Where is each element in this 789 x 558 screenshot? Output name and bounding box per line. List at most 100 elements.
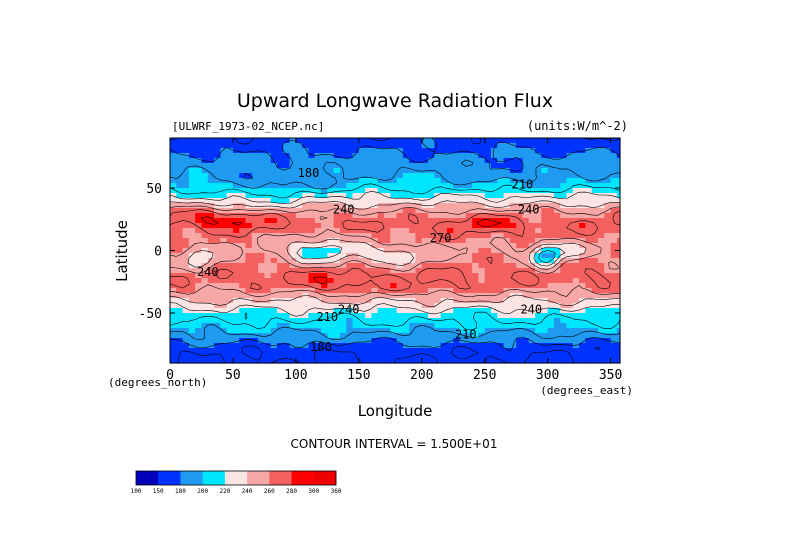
heatmap-cell (283, 278, 291, 284)
heatmap-cell (604, 253, 612, 259)
heatmap-cell (572, 158, 580, 164)
heatmap-cell (289, 308, 297, 314)
heatmap-cell (270, 253, 278, 259)
heatmap-cell (283, 183, 291, 189)
heatmap-cell (415, 148, 423, 154)
heatmap-cell (182, 158, 190, 164)
heatmap-cell (553, 268, 561, 274)
heatmap-cell (585, 213, 593, 219)
heatmap-cell (541, 318, 549, 324)
heatmap-cell (528, 148, 536, 154)
heatmap-cell (214, 278, 221, 284)
heatmap-cell (490, 173, 498, 179)
heatmap-cell (327, 158, 335, 164)
heatmap-cell (415, 163, 423, 169)
heatmap-cell (440, 158, 448, 164)
heatmap-cell (516, 158, 524, 164)
heatmap-cell (604, 213, 612, 219)
heatmap-cell (176, 168, 184, 174)
heatmap-cell (428, 333, 435, 339)
heatmap-cell (371, 278, 379, 284)
heatmap-cell (402, 248, 410, 254)
heatmap-cell (597, 288, 605, 294)
heatmap-cell (352, 173, 360, 179)
heatmap-cell (528, 338, 536, 344)
heatmap-cell (566, 228, 574, 234)
heatmap-cell (371, 213, 379, 219)
heatmap-cell (239, 153, 247, 159)
heatmap-cell (327, 358, 335, 364)
heatmap-cell (339, 318, 347, 324)
heatmap-cell (270, 233, 278, 239)
heatmap-cell (553, 143, 561, 149)
heatmap-cell (358, 238, 366, 244)
heatmap-cell (264, 193, 272, 199)
heatmap-cell (295, 223, 303, 229)
heatmap-cell (201, 228, 209, 234)
heatmap-cell (390, 198, 398, 204)
heatmap-cell (302, 198, 310, 204)
heatmap-cell (440, 183, 448, 189)
heatmap-cell (509, 138, 517, 144)
heatmap-cell (434, 148, 442, 154)
heatmap-cell (509, 183, 517, 189)
heatmap-cell (383, 328, 391, 334)
heatmap-cell (478, 153, 486, 159)
heatmap-cell (245, 233, 253, 239)
heatmap-cell (270, 228, 278, 234)
heatmap-cell (421, 163, 429, 169)
heatmap-cell (245, 283, 253, 289)
heatmap-cell (490, 203, 498, 209)
heatmap-cell (522, 248, 530, 254)
heatmap-cell (591, 288, 599, 294)
heatmap-cell (207, 318, 215, 324)
heatmap-cell (214, 223, 221, 229)
heatmap-cell (258, 253, 265, 259)
heatmap-cell (201, 243, 209, 249)
heatmap-cell (541, 293, 549, 299)
heatmap-cell (522, 193, 530, 199)
heatmap-cell (434, 233, 442, 239)
heatmap-cell (535, 173, 542, 179)
heatmap-cell (302, 318, 310, 324)
heatmap-cell (453, 198, 461, 204)
heatmap-cell (270, 288, 278, 294)
heatmap-cell (220, 298, 228, 304)
heatmap-cell (226, 208, 234, 214)
heatmap-cell (415, 328, 423, 334)
heatmap-cell (201, 288, 209, 294)
heatmap-cell (226, 243, 234, 249)
heatmap-cell (428, 143, 435, 149)
heatmap-cell (566, 318, 574, 324)
heatmap-cell (402, 138, 410, 144)
colorbar-label: 280 (286, 488, 297, 495)
heatmap-cell (409, 288, 417, 294)
heatmap-cell (459, 348, 467, 354)
heatmap-cell (484, 253, 492, 259)
heatmap-cell (295, 298, 303, 304)
heatmap-cell (446, 328, 454, 334)
heatmap-cell (232, 218, 240, 224)
heatmap-cell (176, 233, 184, 239)
heatmap-cell (553, 173, 561, 179)
heatmap-cell (402, 213, 410, 219)
heatmap-cell (465, 143, 473, 149)
heatmap-cell (522, 158, 530, 164)
heatmap-cell (220, 278, 228, 284)
heatmap-cell (484, 243, 492, 249)
heatmap-cell (560, 173, 568, 179)
x-tick-label: 200 (410, 368, 433, 383)
heatmap-cell (232, 263, 240, 269)
heatmap-cell (610, 148, 618, 154)
heatmap-cell (314, 143, 322, 149)
heatmap-cell (453, 243, 461, 249)
heatmap-cell (270, 258, 278, 264)
heatmap-cell (516, 313, 524, 319)
heatmap-cell (182, 353, 190, 359)
heatmap-cell (560, 308, 568, 314)
heatmap-cell (453, 263, 461, 269)
heatmap-cell (270, 138, 278, 144)
heatmap-cell (396, 248, 404, 254)
heatmap-cell (258, 303, 265, 309)
heatmap-cell (188, 198, 196, 204)
